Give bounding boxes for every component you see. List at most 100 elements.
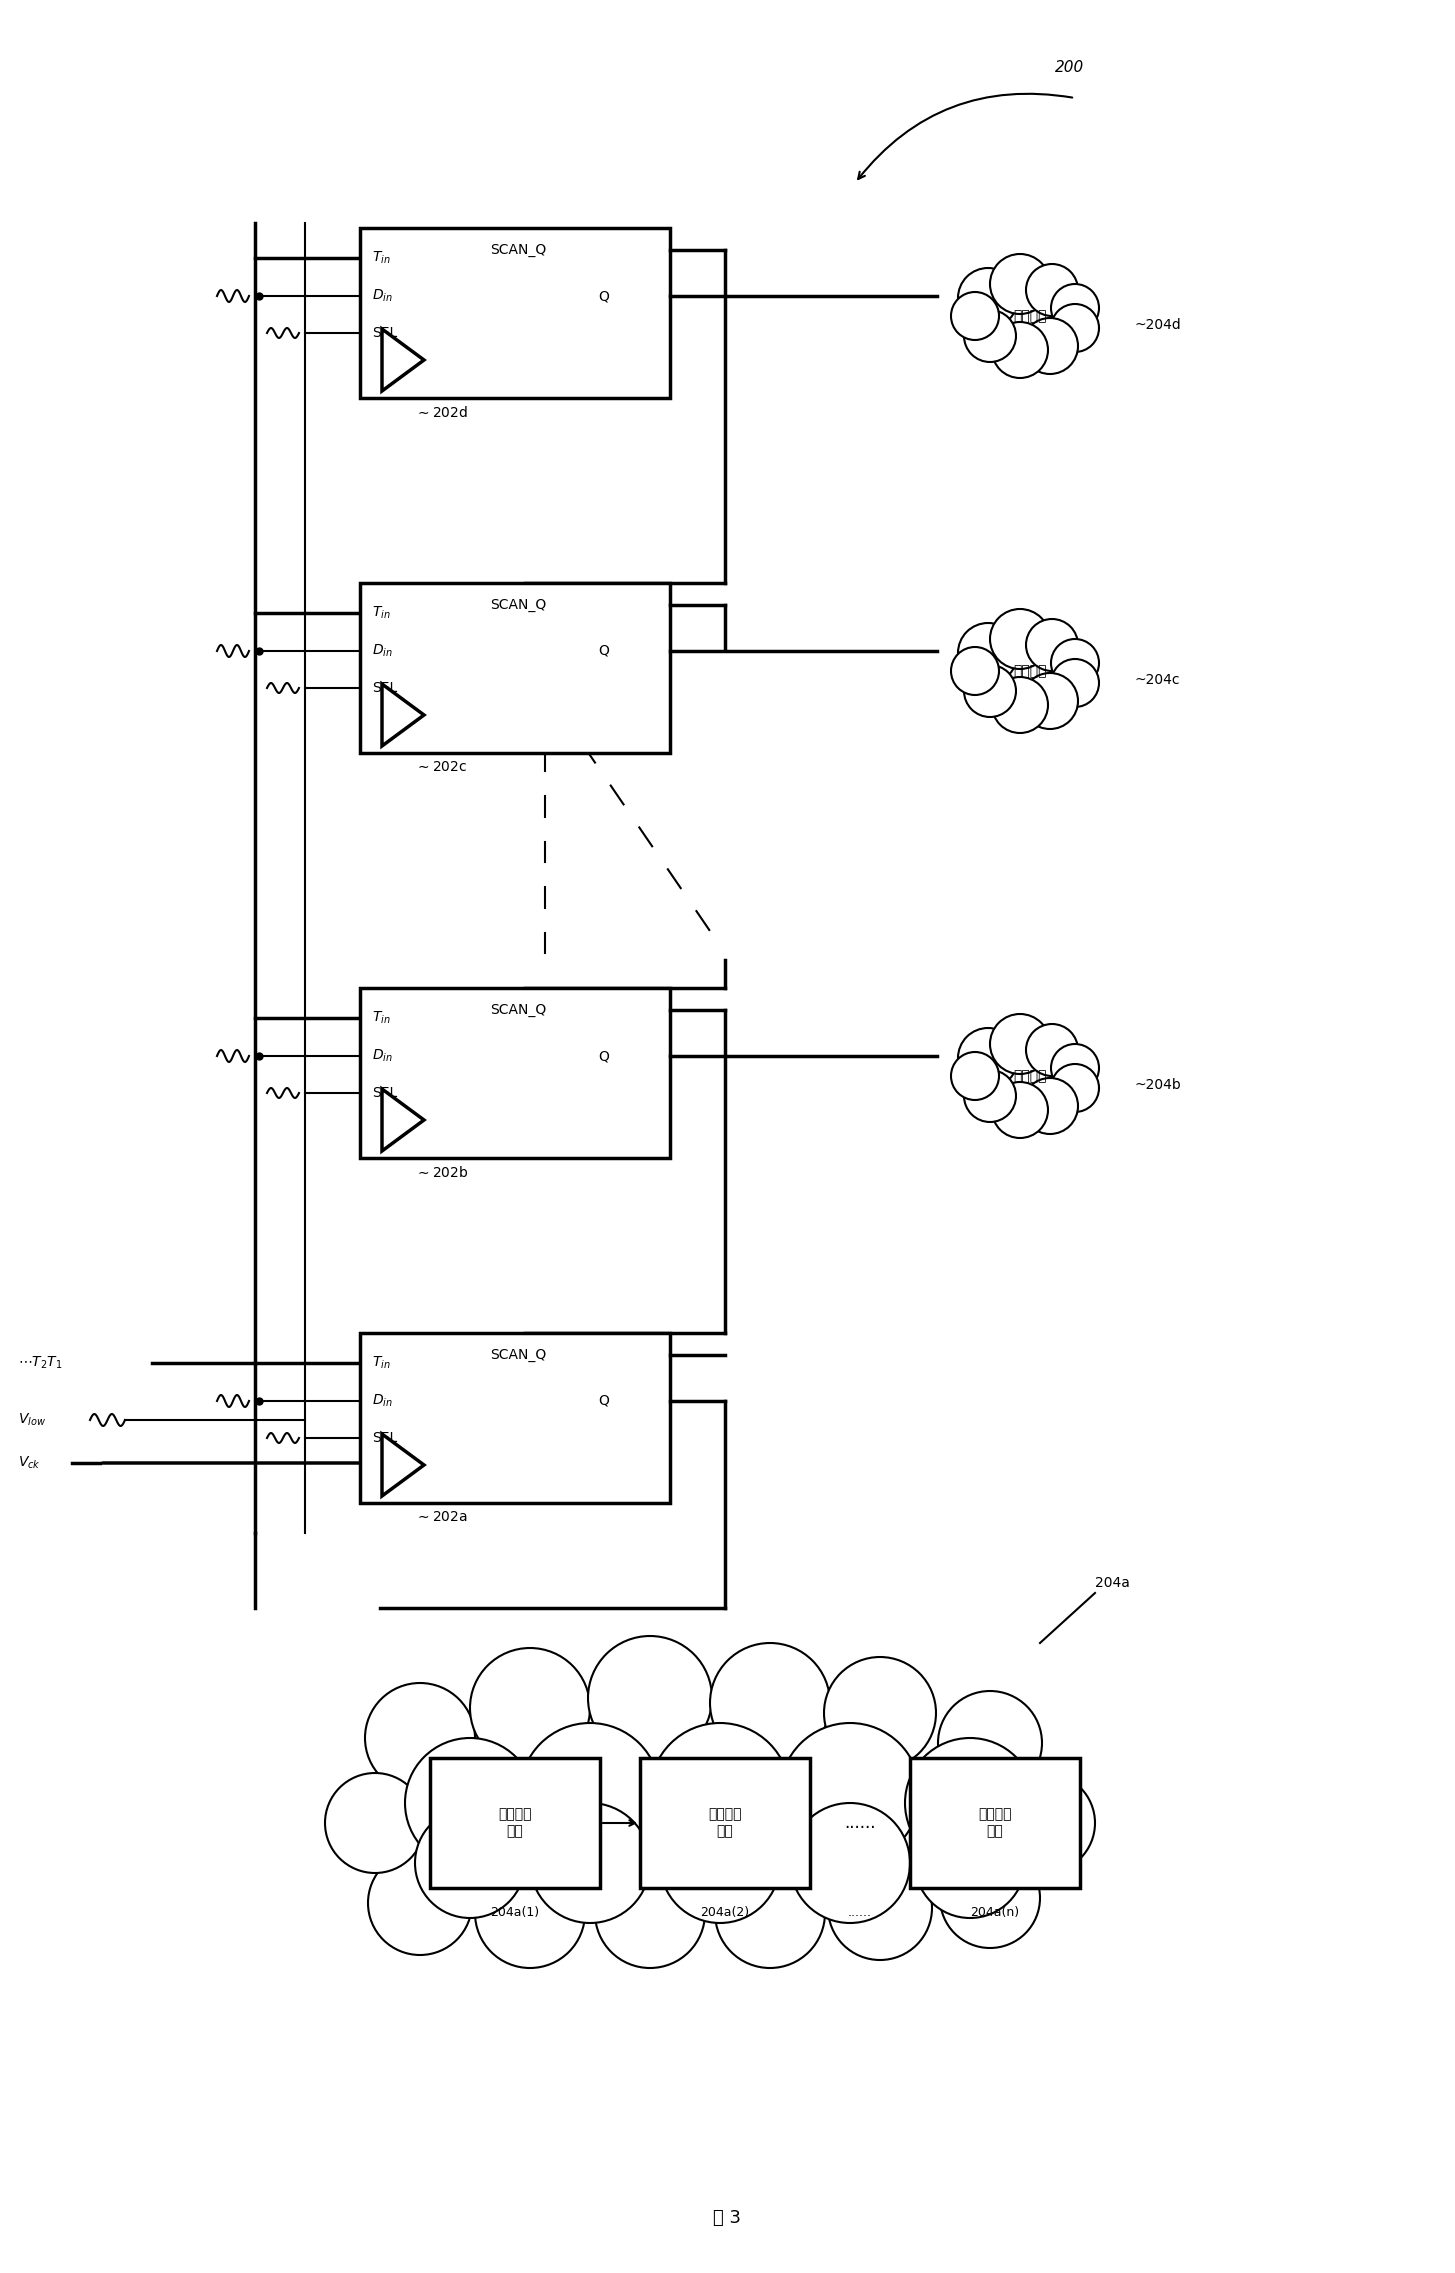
Circle shape: [1021, 673, 1078, 730]
Circle shape: [714, 1857, 825, 1968]
Text: $D_{in}$: $D_{in}$: [372, 289, 393, 305]
Text: 骨牌逻辑
电路: 骨牌逻辑 电路: [709, 1807, 742, 1839]
Text: ......: ......: [848, 1907, 872, 1918]
Circle shape: [957, 623, 1018, 682]
Text: $\sim$202d: $\sim$202d: [415, 405, 469, 421]
Text: $V_{ck}$: $V_{ck}$: [17, 1455, 41, 1471]
Circle shape: [1051, 1043, 1099, 1091]
Text: 204a(n): 204a(n): [970, 1907, 1020, 1918]
Text: ~204d: ~204d: [1135, 318, 1181, 332]
Text: SEL: SEL: [372, 325, 397, 341]
Polygon shape: [383, 1089, 423, 1150]
Circle shape: [940, 1848, 1040, 1948]
Circle shape: [952, 291, 1000, 341]
Text: $\cdots T_2T_1$: $\cdots T_2T_1$: [17, 1355, 63, 1371]
Circle shape: [1051, 659, 1099, 707]
Polygon shape: [383, 330, 423, 391]
Circle shape: [957, 1027, 1018, 1089]
Bar: [359, 582, 669, 752]
Circle shape: [595, 1857, 706, 1968]
Text: Q: Q: [598, 289, 608, 302]
Circle shape: [915, 1807, 1024, 1918]
Text: SEL: SEL: [372, 682, 397, 696]
Circle shape: [989, 1014, 1051, 1075]
FancyArrowPatch shape: [858, 93, 1072, 180]
Circle shape: [661, 1802, 780, 1923]
Circle shape: [952, 1052, 1000, 1100]
Circle shape: [1051, 1064, 1099, 1111]
Text: SCAN_Q: SCAN_Q: [490, 243, 546, 257]
Bar: [359, 989, 669, 1157]
Circle shape: [957, 268, 1018, 327]
Text: SEL: SEL: [372, 1432, 397, 1446]
Text: 骨牌逻辑
电路: 骨牌逻辑 电路: [978, 1807, 1011, 1839]
Circle shape: [710, 1643, 829, 1764]
Circle shape: [995, 1773, 1096, 1873]
Circle shape: [368, 1850, 471, 1955]
Text: $\sim$202c: $\sim$202c: [415, 759, 467, 775]
Circle shape: [828, 1857, 933, 1959]
Circle shape: [824, 1657, 936, 1768]
Circle shape: [992, 323, 1048, 377]
Text: 图 3: 图 3: [713, 2209, 741, 2228]
Circle shape: [588, 1637, 711, 1759]
Polygon shape: [383, 1434, 423, 1496]
Bar: [359, 1332, 669, 1502]
Text: Q: Q: [598, 643, 608, 657]
Circle shape: [1051, 639, 1099, 686]
Circle shape: [992, 677, 1048, 732]
Circle shape: [1051, 284, 1099, 332]
Text: 运算电路: 运算电路: [1013, 1068, 1046, 1082]
Text: SCAN_Q: SCAN_Q: [490, 598, 546, 611]
Circle shape: [1026, 264, 1078, 316]
Bar: [640, 1757, 810, 1889]
Circle shape: [989, 609, 1051, 668]
Text: $D_{in}$: $D_{in}$: [372, 643, 393, 659]
Text: ~204b: ~204b: [1135, 1077, 1181, 1091]
Circle shape: [790, 1802, 909, 1923]
Polygon shape: [383, 684, 423, 746]
Text: Q: Q: [598, 1050, 608, 1064]
Text: $D_{in}$: $D_{in}$: [372, 1393, 393, 1409]
Circle shape: [952, 648, 1000, 696]
Circle shape: [1021, 318, 1078, 375]
Circle shape: [1026, 1025, 1078, 1075]
Text: 204a(2): 204a(2): [700, 1907, 749, 1918]
Text: $\sim$202a: $\sim$202a: [415, 1509, 469, 1523]
Text: SCAN_Q: SCAN_Q: [490, 1002, 546, 1016]
Text: $T_{in}$: $T_{in}$: [372, 250, 391, 266]
Circle shape: [365, 1682, 474, 1793]
Text: 骨牌逻辑
电路: 骨牌逻辑 电路: [498, 1807, 531, 1839]
Text: 204a: 204a: [1096, 1575, 1131, 1591]
Circle shape: [470, 1648, 589, 1768]
Circle shape: [530, 1802, 650, 1923]
Text: 200: 200: [1055, 61, 1084, 75]
Circle shape: [519, 1723, 661, 1864]
Circle shape: [992, 1082, 1048, 1139]
Circle shape: [415, 1807, 525, 1918]
Circle shape: [905, 1739, 1035, 1868]
Bar: [909, 1757, 1080, 1889]
Text: $V_{low}$: $V_{low}$: [17, 1412, 47, 1427]
Text: 运算电路: 运算电路: [1013, 309, 1046, 323]
Circle shape: [650, 1723, 790, 1864]
Text: $\sim$202b: $\sim$202b: [415, 1166, 469, 1180]
Text: $D_{in}$: $D_{in}$: [372, 1048, 393, 1064]
Bar: [431, 1757, 599, 1889]
Circle shape: [965, 309, 1016, 361]
Text: $T_{in}$: $T_{in}$: [372, 1355, 391, 1371]
Text: 204a(1): 204a(1): [490, 1907, 540, 1918]
Text: $T_{in}$: $T_{in}$: [372, 605, 391, 621]
Circle shape: [404, 1739, 535, 1868]
Circle shape: [1026, 618, 1078, 671]
Text: SCAN_Q: SCAN_Q: [490, 1348, 546, 1362]
Text: ~204c: ~204c: [1135, 673, 1180, 686]
Text: $T_{in}$: $T_{in}$: [372, 1009, 391, 1025]
Circle shape: [324, 1773, 425, 1873]
Bar: [359, 227, 669, 398]
Circle shape: [965, 666, 1016, 716]
Text: 运算电路: 运算电路: [1013, 664, 1046, 677]
Text: Q: Q: [598, 1393, 608, 1407]
Circle shape: [938, 1691, 1042, 1796]
Text: ......: ......: [844, 1814, 876, 1832]
